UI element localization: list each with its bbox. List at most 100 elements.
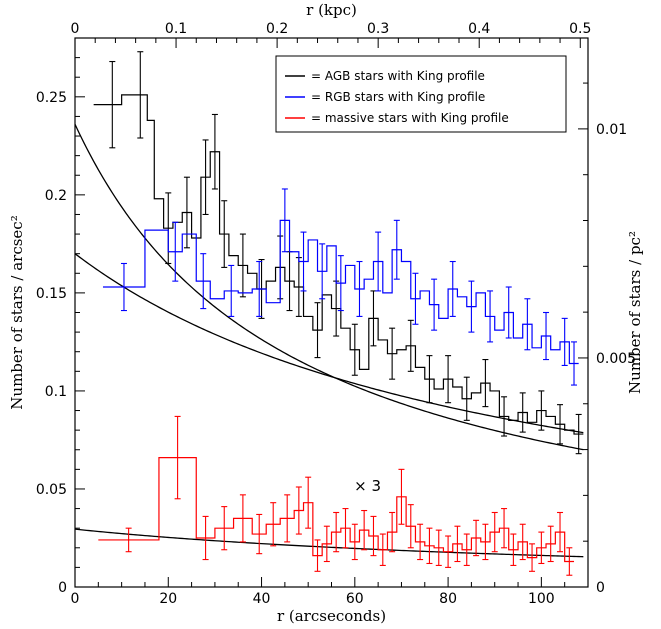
rgb-error-bar bbox=[281, 188, 288, 253]
massive-error-bar bbox=[473, 519, 480, 557]
massive-error-bar bbox=[174, 415, 181, 500]
agb-error-bar bbox=[351, 323, 358, 376]
y-axis-label-right: Number of stars / pc² bbox=[626, 231, 644, 394]
massive-error-bar bbox=[557, 511, 564, 553]
massive-error-bar bbox=[202, 515, 209, 561]
massive-error-bar bbox=[125, 527, 132, 553]
massive-error-bar bbox=[295, 486, 302, 535]
agb-error-bar bbox=[389, 327, 396, 380]
agb-histogram bbox=[93, 94, 584, 435]
y-axis-label-left: Number of stars / arcsec² bbox=[8, 215, 26, 409]
top-tick-label: 0 bbox=[71, 21, 80, 37]
legend-label: = massive stars with King profile bbox=[311, 111, 509, 125]
massive-error-bar bbox=[547, 525, 554, 563]
x-tick-label: 20 bbox=[159, 591, 177, 607]
agb-error-bar bbox=[211, 113, 218, 190]
legend-box bbox=[275, 55, 567, 133]
massive-error-bar bbox=[510, 533, 517, 566]
massive-error-bar bbox=[407, 504, 414, 549]
rgb-error-bar bbox=[393, 219, 400, 280]
top-tick-label: 0.2 bbox=[266, 21, 288, 37]
axis-ticks: 0 20 40 60 80 100 0 0.1 0.2 0.3 0.4 0.5 0 0.05 0.1 0.15… bbox=[36, 21, 636, 607]
massive-error-bar bbox=[333, 511, 340, 553]
massive-error-bar bbox=[256, 513, 263, 555]
y-tick-label: 0.25 bbox=[36, 90, 67, 106]
agb-error-bar bbox=[463, 376, 470, 421]
rgb-error-bar bbox=[412, 272, 419, 325]
legend-label: = RGB stars with King profile bbox=[311, 90, 485, 104]
y-tick-label: 0.1 bbox=[45, 384, 67, 400]
rgb-histogram bbox=[102, 219, 579, 365]
agb-error-bar bbox=[501, 396, 508, 437]
y-tick-label: 0.2 bbox=[45, 188, 67, 204]
rgb-error-bar bbox=[200, 253, 207, 310]
agb-error-bar bbox=[557, 404, 564, 445]
agb-king-curve bbox=[74, 123, 584, 451]
rgb-error-bar bbox=[337, 255, 344, 312]
rgb-error-bar bbox=[571, 341, 578, 386]
agb-error-bar bbox=[183, 176, 190, 249]
massive-error-bar bbox=[221, 506, 228, 551]
agb-error-bar bbox=[407, 319, 414, 372]
rgb-error-bar bbox=[172, 221, 179, 282]
rgb-error-bar bbox=[431, 278, 438, 331]
massive-error-bar bbox=[398, 468, 405, 525]
rgb-error-bar bbox=[256, 260, 263, 317]
agb-error-bar bbox=[109, 60, 116, 149]
rgb-error-bar bbox=[228, 264, 235, 317]
agb-error-bar bbox=[239, 233, 246, 298]
x-tick-label: 100 bbox=[528, 591, 555, 607]
legend: = AGB stars with King profile = RGB stars… bbox=[275, 55, 567, 133]
y-tick-label: 0 bbox=[58, 580, 67, 596]
agb-error-bar bbox=[482, 359, 489, 408]
top-tick-label: 0.3 bbox=[367, 21, 389, 37]
massive-error-bar bbox=[501, 508, 508, 549]
rgb-error-bar bbox=[561, 317, 568, 366]
rgb-error-bar bbox=[120, 262, 127, 312]
massive-error-bar bbox=[426, 527, 433, 565]
massive-error-bar bbox=[529, 543, 536, 572]
rgb-error-bar bbox=[505, 286, 512, 339]
massive-error-bar bbox=[305, 476, 312, 529]
massive-error-bar bbox=[239, 494, 246, 543]
agb-error-bar bbox=[137, 51, 144, 139]
massive-error-bar bbox=[417, 523, 424, 561]
right-tick-label: 0 bbox=[596, 580, 605, 596]
x-axis-label-bottom: r (arcseconds) bbox=[277, 607, 386, 625]
x-tick-label: 40 bbox=[253, 591, 271, 607]
top-tick-label: 0.5 bbox=[569, 21, 591, 37]
rgb-error-bar bbox=[524, 298, 531, 351]
y-tick-label: 0.05 bbox=[36, 482, 67, 498]
rgb-error-bar bbox=[487, 290, 494, 343]
agb-error-bar bbox=[519, 392, 526, 433]
agb-error-bar bbox=[575, 413, 582, 455]
massive-error-bar bbox=[389, 511, 396, 553]
rgb-error-bar bbox=[356, 260, 363, 317]
agb-error-bar bbox=[314, 302, 321, 359]
massive-error-bar bbox=[284, 494, 291, 543]
rgb-error-bar bbox=[319, 243, 326, 300]
massive-error-bar bbox=[435, 529, 442, 566]
massive-error-bar bbox=[314, 539, 321, 572]
top-tick-label: 0.4 bbox=[468, 21, 490, 37]
massive-error-bar bbox=[379, 533, 386, 566]
agb-error-bar bbox=[445, 355, 452, 404]
massive-error-bar bbox=[370, 515, 377, 557]
x-tick-label: 0 bbox=[71, 591, 80, 607]
agb-error-bar bbox=[202, 139, 209, 216]
right-tick-label: 0.01 bbox=[596, 122, 627, 138]
x-tick-label: 60 bbox=[346, 591, 364, 607]
massive-error-bar bbox=[351, 523, 358, 561]
massive-error-bar bbox=[566, 547, 573, 576]
rgb-error-bar bbox=[543, 311, 550, 361]
rgb-error-bar bbox=[468, 280, 475, 333]
massive-error-bar bbox=[361, 509, 368, 551]
massive-error-bar bbox=[323, 525, 330, 563]
x-tick-label: 80 bbox=[439, 591, 457, 607]
massive-king-curve bbox=[74, 528, 584, 558]
rgb-error-bar bbox=[375, 231, 382, 292]
legend-label: = AGB stars with King profile bbox=[311, 69, 485, 83]
scale-annotation: × 3 bbox=[354, 477, 381, 495]
rgb-error-bar bbox=[300, 231, 307, 292]
